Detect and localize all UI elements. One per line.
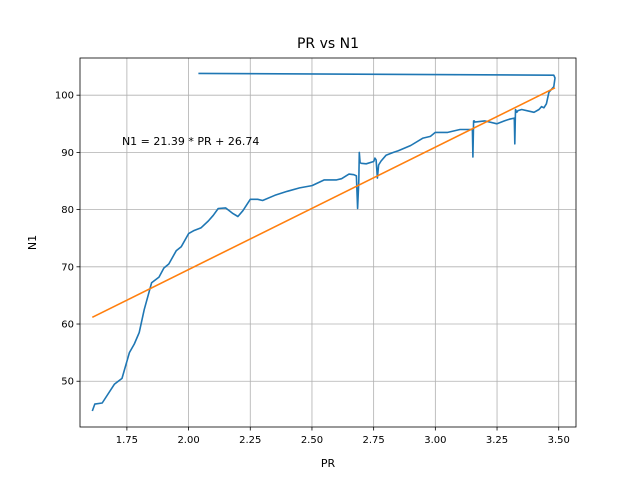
y-tick-label: 70 (61, 262, 74, 273)
series-layer (91, 72, 556, 412)
plot-frame (79, 57, 577, 428)
y-tick-label: 90 (61, 148, 74, 159)
axis-ticks: 1.75 2.00 2.25 2.50 2.75 3.00 3.25 3.50 50 60 70 80… (55, 91, 570, 446)
x-tick-label: 2.75 (363, 435, 385, 446)
x-tick-label: 3.50 (548, 435, 570, 446)
fit-line (91, 87, 556, 319)
x-tick-label: 2.00 (177, 435, 199, 446)
y-tick-label: 60 (61, 320, 74, 331)
x-tick-label: 3.00 (424, 435, 446, 446)
x-tick-label: 3.25 (486, 435, 508, 446)
grid (80, 58, 576, 427)
measured-series-line (91, 72, 556, 412)
y-axis-label: N1 (26, 235, 39, 250)
x-tick-label: 1.75 (116, 435, 138, 446)
y-tick-label: 50 (61, 377, 74, 388)
y-tick-label: 80 (61, 205, 74, 216)
y-tick-label: 100 (55, 91, 74, 102)
x-tick-label: 2.25 (239, 435, 261, 446)
x-axis-label: PR (321, 457, 336, 470)
x-tick-label: 2.50 (301, 435, 323, 446)
regression-equation-annotation: N1 = 21.39 * PR + 26.74 (122, 135, 259, 148)
chart-title: PR vs N1 (297, 36, 359, 52)
